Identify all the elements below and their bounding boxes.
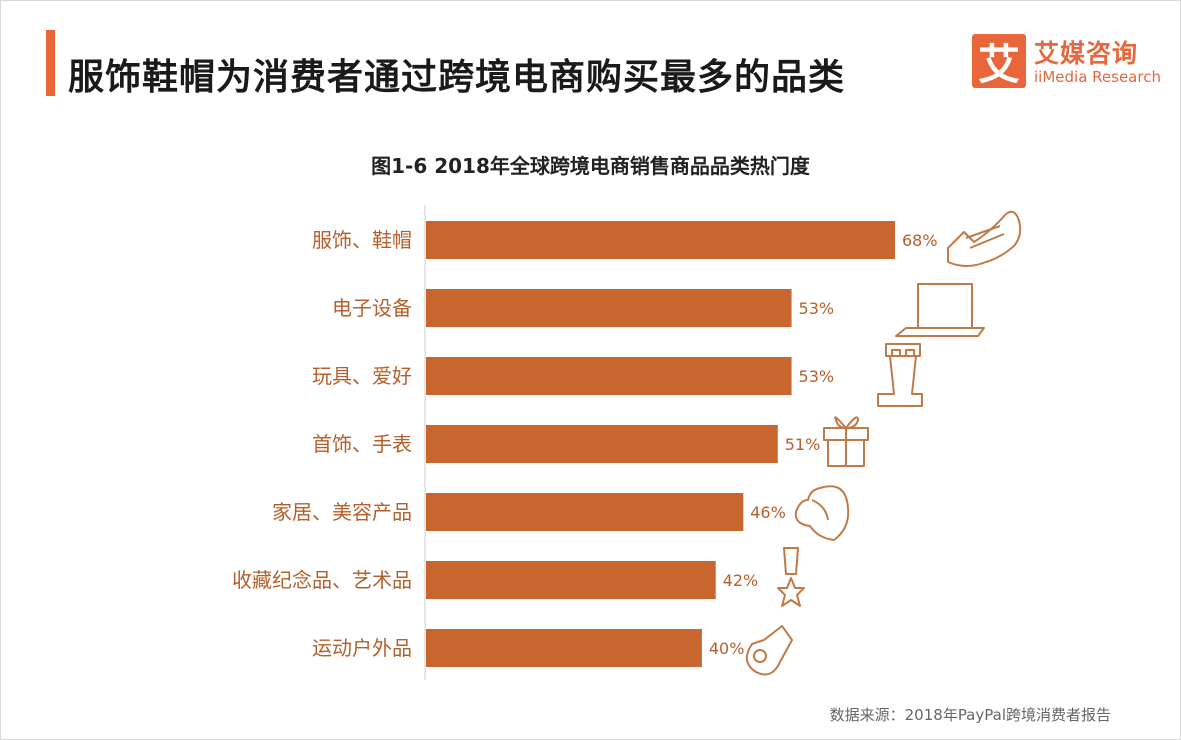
value-label: 40%	[709, 639, 745, 658]
bar	[426, 289, 792, 327]
category-label: 家居、美容产品	[272, 500, 412, 524]
value-label: 46%	[750, 503, 786, 522]
value-label: 51%	[785, 435, 821, 454]
category-label: 运动户外品	[312, 636, 412, 660]
medal-icon	[777, 547, 805, 607]
bar	[426, 357, 792, 395]
source-note: 数据来源：2018年PayPal跨境消费者报告	[829, 706, 1111, 724]
value-label: 53%	[799, 367, 835, 386]
whistle-icon	[745, 625, 793, 676]
value-label: 42%	[723, 571, 759, 590]
category-label: 服饰、鞋帽	[312, 228, 412, 252]
bar	[426, 493, 744, 531]
bar	[426, 425, 778, 463]
woman-face-icon	[794, 485, 850, 541]
bar	[426, 221, 895, 259]
category-label: 首饰、手表	[312, 432, 412, 456]
chess-rook-icon	[877, 343, 923, 407]
gift-box-icon	[823, 416, 869, 467]
company-logo: 艾 艾媒咨询 iiMedia Research	[972, 34, 1162, 90]
page-title: 服饰鞋帽为消费者通过跨境电商购买最多的品类	[68, 57, 846, 98]
value-label: 53%	[799, 299, 835, 318]
bar	[426, 629, 702, 667]
category-label: 电子设备	[332, 296, 412, 320]
value-label: 68%	[902, 231, 938, 250]
category-label: 收藏纪念品、艺术品	[232, 568, 412, 592]
laptop-icon	[895, 283, 985, 337]
bar	[426, 561, 716, 599]
logo-name-en: iiMedia Research	[1034, 68, 1161, 86]
chart-title: 图1-6 2018年全球跨境电商销售商品品类热门度	[371, 154, 810, 178]
category-label: 玩具、爱好	[312, 364, 412, 388]
title-accent-bar	[46, 30, 55, 96]
logo-name-cn: 艾媒咨询	[1034, 39, 1139, 68]
sneaker-icon	[947, 210, 1022, 267]
logo-mark: 艾	[972, 34, 1026, 89]
